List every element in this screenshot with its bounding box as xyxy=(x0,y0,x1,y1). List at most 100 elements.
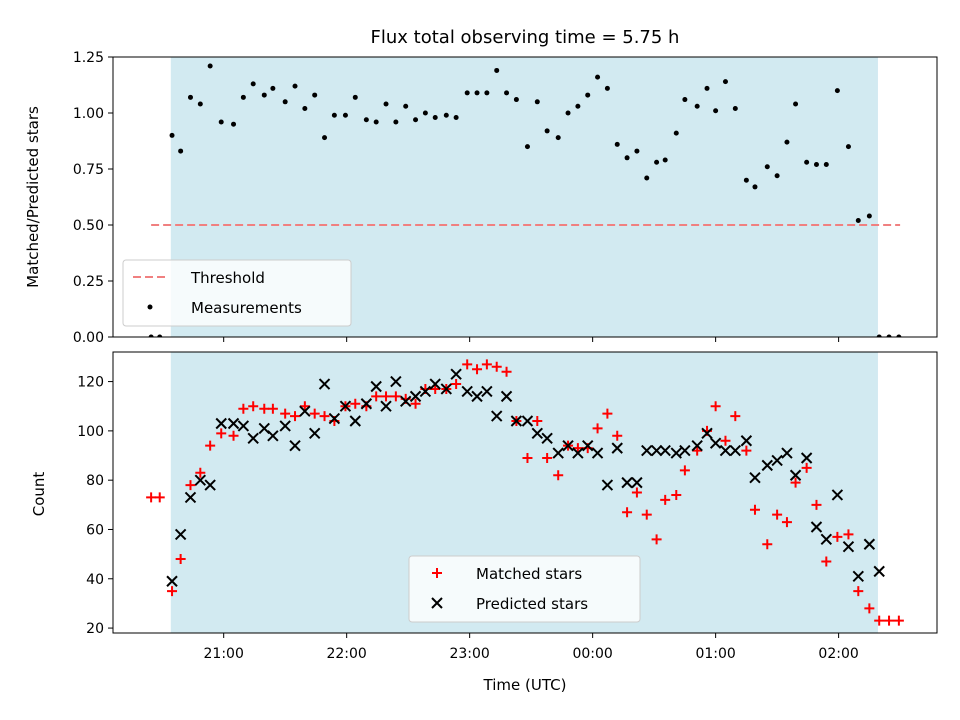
measurement-point xyxy=(595,74,601,80)
x-axis-label: Time (UTC) xyxy=(483,676,567,694)
matched-star-point xyxy=(651,534,662,545)
measurement-point xyxy=(169,132,175,138)
predicted-star-point xyxy=(719,444,732,457)
measurement-point xyxy=(704,85,710,91)
predicted-star-point xyxy=(194,474,207,486)
predicted-star-point xyxy=(659,444,671,457)
matched-star-point xyxy=(532,416,543,427)
predicted-star-point xyxy=(399,395,412,408)
measurement-point xyxy=(722,79,728,85)
predicted-star-point xyxy=(390,375,402,388)
matched-star-point xyxy=(679,465,690,476)
predicted-star-point xyxy=(440,383,452,395)
matched-star-point xyxy=(622,507,633,518)
measurement-point xyxy=(218,119,224,125)
matched-star-point xyxy=(592,423,603,434)
y-tick-label: 0.50 xyxy=(73,218,104,234)
predicted-star-point xyxy=(531,427,544,440)
chart-title: Flux total observing time = 5.75 h xyxy=(371,27,680,48)
predicted-star-point xyxy=(174,528,187,541)
predicted-star-point xyxy=(491,410,503,422)
matched-star-point xyxy=(893,615,904,626)
matched-star-point xyxy=(259,403,270,414)
matched-star-point xyxy=(319,411,330,422)
matched-star-point xyxy=(843,529,854,540)
matched-star-point xyxy=(730,411,741,422)
matched-star-point xyxy=(762,539,773,550)
x-tick-label: 21:00 xyxy=(204,646,244,662)
predicted-star-point xyxy=(810,521,823,533)
y-tick-label: 60 xyxy=(86,522,104,538)
matched-star-point xyxy=(542,452,553,463)
measurement-point xyxy=(834,88,840,94)
predicted-star-point xyxy=(328,412,341,425)
predicted-star-point xyxy=(611,442,623,454)
measurement-point xyxy=(443,112,449,118)
y-tick-label: 120 xyxy=(77,375,104,391)
series-1 xyxy=(166,368,885,587)
matched-star-point xyxy=(801,462,812,473)
measurement-point xyxy=(312,92,318,98)
measurement-point xyxy=(292,83,298,89)
matched-star-point xyxy=(248,401,259,412)
predicted-star-point xyxy=(471,390,483,403)
predicted-star-point xyxy=(510,415,523,427)
bottom-panel: 20 40 60 80 100 120 21:00 22:00 23:00 00:00 01:00 0… xyxy=(77,351,938,662)
measurement-point xyxy=(474,90,480,96)
predicted-star-point xyxy=(461,385,473,398)
matched-star-point xyxy=(522,452,533,463)
measurement-point xyxy=(240,94,246,100)
predicted-star-point xyxy=(552,447,564,459)
measurement-point xyxy=(534,99,540,105)
predicted-star-point xyxy=(842,541,855,553)
measurement-point xyxy=(250,81,256,87)
measurement-point xyxy=(342,112,348,118)
measurement-point xyxy=(432,114,438,120)
measurement-point xyxy=(148,334,154,337)
y-tick-label: 0.25 xyxy=(73,274,104,290)
matched-star-point xyxy=(299,401,310,412)
y-tick-label: 20 xyxy=(86,621,104,637)
predicted-star-point xyxy=(227,417,240,430)
matched-star-point xyxy=(154,492,165,503)
matched-star-point xyxy=(553,470,564,481)
matched-star-point xyxy=(491,361,502,372)
measurement-point xyxy=(682,97,688,103)
y-tick-label: 40 xyxy=(86,572,104,588)
matched-star-point xyxy=(462,359,473,370)
top-y-axis-label: Matched/Predicted stars xyxy=(24,106,42,288)
legend-matched-swatch xyxy=(432,568,442,578)
measurement-point xyxy=(513,97,519,103)
measurement-point xyxy=(764,164,770,170)
y-tick-label: 80 xyxy=(86,473,104,489)
measurement-point xyxy=(231,121,237,127)
measurement-point xyxy=(383,101,389,107)
x-tick-label: 23:00 xyxy=(449,646,489,662)
predicted-star-point xyxy=(852,570,864,583)
predicted-star-point xyxy=(691,439,703,452)
matched-star-point xyxy=(864,603,875,614)
top-panel: 0.00 0.25 0.50 0.75 1.00 1.25 Threshold Measure… xyxy=(73,50,938,346)
predicted-star-point xyxy=(419,385,432,398)
predicted-star-point xyxy=(621,476,633,489)
predicted-star-point xyxy=(349,415,361,427)
measurement-point xyxy=(886,334,892,337)
y-tick-label: 100 xyxy=(77,424,104,440)
series-0 xyxy=(146,359,904,626)
matched-star-point xyxy=(772,509,783,520)
matched-star-point xyxy=(602,408,613,419)
matched-star-point xyxy=(430,383,441,394)
matched-star-point xyxy=(853,586,864,597)
matched-star-point xyxy=(874,615,885,626)
matched-star-point xyxy=(350,398,361,409)
predicted-star-point xyxy=(450,368,462,380)
legend-predicted-swatch xyxy=(431,597,443,609)
legend-box xyxy=(408,555,641,623)
x-tick-label: 02:00 xyxy=(818,646,858,662)
legend-threshold-label: Threshold xyxy=(190,269,265,287)
measurement-point xyxy=(793,101,799,107)
plot-area xyxy=(146,359,904,626)
matched-star-point xyxy=(228,430,239,441)
matched-star-point xyxy=(205,440,216,451)
predicted-star-point xyxy=(204,479,216,491)
